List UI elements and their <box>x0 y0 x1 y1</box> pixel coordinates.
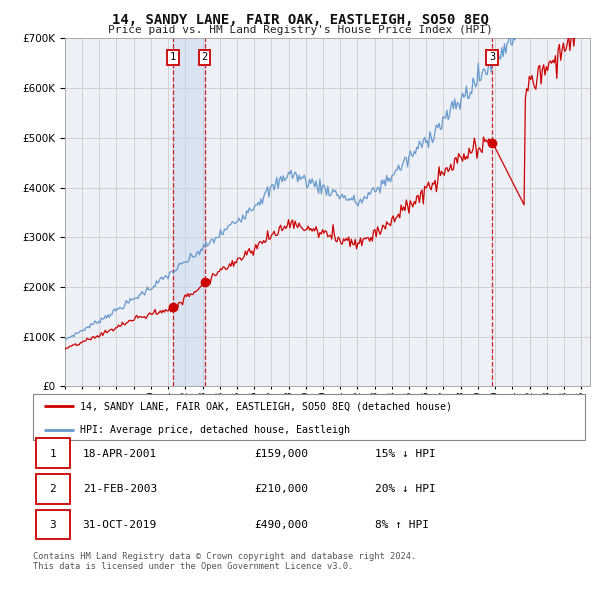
Bar <box>173 38 205 386</box>
Text: 15% ↓ HPI: 15% ↓ HPI <box>375 448 436 458</box>
Text: £210,000: £210,000 <box>254 484 308 494</box>
Text: Price paid vs. HM Land Registry's House Price Index (HPI): Price paid vs. HM Land Registry's House … <box>107 25 493 35</box>
Text: 1: 1 <box>49 448 56 458</box>
Text: 1: 1 <box>170 53 176 63</box>
Text: 18-APR-2001: 18-APR-2001 <box>83 448 157 458</box>
Text: 21-FEB-2003: 21-FEB-2003 <box>83 484 157 494</box>
Text: £490,000: £490,000 <box>254 520 308 530</box>
Text: £159,000: £159,000 <box>254 448 308 458</box>
Bar <box>36 510 70 539</box>
Text: 14, SANDY LANE, FAIR OAK, EASTLEIGH, SO50 8EQ (detached house): 14, SANDY LANE, FAIR OAK, EASTLEIGH, SO5… <box>80 401 452 411</box>
Text: This data is licensed under the Open Government Licence v3.0.: This data is licensed under the Open Gov… <box>33 562 353 571</box>
Text: 31-OCT-2019: 31-OCT-2019 <box>83 520 157 530</box>
Bar <box>36 438 70 468</box>
Text: 3: 3 <box>489 53 496 63</box>
Text: HPI: Average price, detached house, Eastleigh: HPI: Average price, detached house, East… <box>80 425 350 435</box>
Text: Contains HM Land Registry data © Crown copyright and database right 2024.: Contains HM Land Registry data © Crown c… <box>33 552 416 560</box>
Text: 14, SANDY LANE, FAIR OAK, EASTLEIGH, SO50 8EQ: 14, SANDY LANE, FAIR OAK, EASTLEIGH, SO5… <box>112 13 488 27</box>
Text: 8% ↑ HPI: 8% ↑ HPI <box>375 520 429 530</box>
Text: 3: 3 <box>49 520 56 530</box>
Text: 20% ↓ HPI: 20% ↓ HPI <box>375 484 436 494</box>
Text: 2: 2 <box>202 53 208 63</box>
Text: 2: 2 <box>49 484 56 494</box>
Bar <box>36 474 70 503</box>
